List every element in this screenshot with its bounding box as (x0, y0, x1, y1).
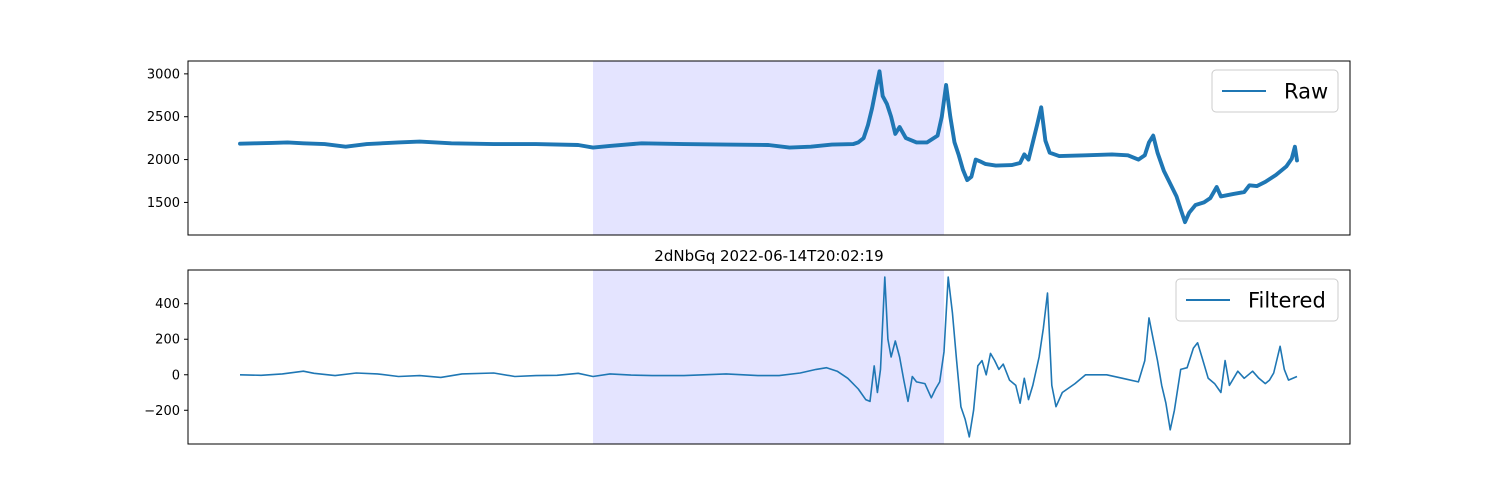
legend-box (1211, 69, 1339, 113)
axes-frame (187, 60, 1351, 236)
filtered-panel: −200 0 200 400 2dNbGq 2022-06-14T20:02:19 Fil… (144, 247, 1351, 445)
y-tick-label: 2000 (147, 153, 180, 168)
legend-label: Filtered (1248, 289, 1326, 313)
y-tick-label: 3000 (147, 67, 180, 82)
y-tick-label: −200 (144, 404, 180, 419)
series-line-filtered (239, 276, 1298, 438)
y-tick-label: 0 (172, 368, 180, 383)
y-tick-label: 2500 (147, 110, 180, 125)
legend-label: Raw (1284, 80, 1328, 104)
raw-panel: 1500 2000 2500 3000 Raw (147, 60, 1351, 236)
series-line-raw (239, 70, 1298, 223)
y-tick-label: 400 (155, 297, 180, 312)
axes-frame (187, 269, 1351, 445)
y-tick-label: 200 (155, 333, 180, 348)
chart-title: 2dNbGq 2022-06-14T20:02:19 (654, 247, 883, 265)
highlight-span (593, 61, 944, 235)
y-tick-label: 1500 (147, 196, 180, 211)
legend-box (1175, 278, 1339, 322)
